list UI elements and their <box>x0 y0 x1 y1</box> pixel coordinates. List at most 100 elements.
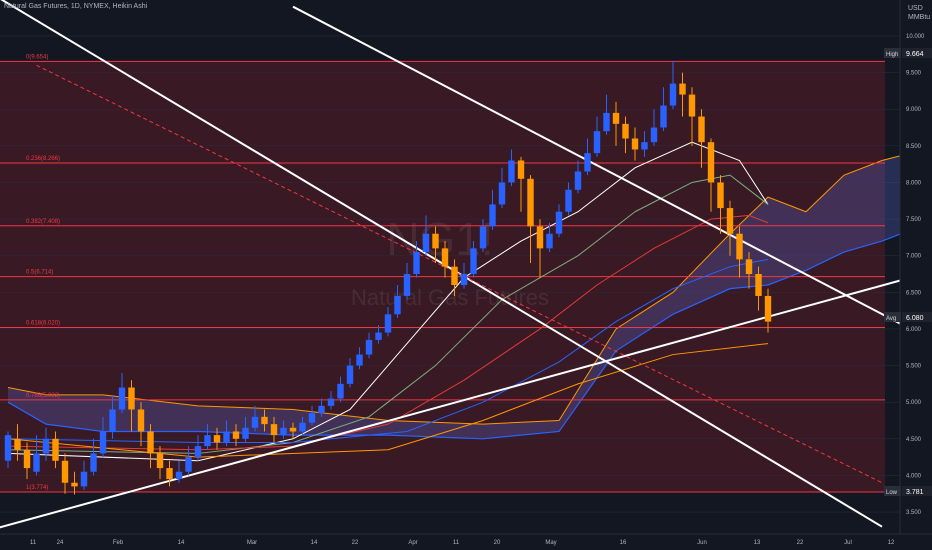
candle-body <box>242 427 249 439</box>
high-badge <box>884 48 901 58</box>
candle <box>166 460 173 487</box>
candle <box>736 226 743 278</box>
y-tick-label: 8.000 <box>906 180 922 186</box>
low-value: 3.781 <box>906 489 924 496</box>
candle-body <box>422 233 430 253</box>
candle-body <box>717 182 724 209</box>
candle <box>270 416 278 443</box>
candle <box>61 453 69 494</box>
x-tick-label: 14 <box>311 540 318 546</box>
candle <box>612 101 620 146</box>
candle-body <box>527 178 534 227</box>
candle <box>698 109 705 168</box>
candle <box>251 405 259 432</box>
candle <box>23 442 31 480</box>
y-tick-label: 7.500 <box>906 217 922 223</box>
candle-body <box>546 233 553 249</box>
candle <box>147 424 154 469</box>
candle-body <box>622 123 629 139</box>
candle <box>137 402 145 447</box>
candle-body <box>280 427 287 436</box>
candle <box>527 175 534 264</box>
cloud-upper-line <box>7 155 900 425</box>
candle-body <box>745 259 753 274</box>
high-value-badge <box>902 48 932 58</box>
candle <box>80 460 88 491</box>
candle-body <box>337 383 344 399</box>
candle-body <box>679 83 686 95</box>
candle <box>489 189 496 231</box>
candle <box>118 372 126 414</box>
trendline <box>292 5 900 325</box>
x-tick-label: 13 <box>754 540 761 546</box>
candle-body <box>631 138 639 150</box>
candle <box>4 431 12 469</box>
candle <box>498 167 506 209</box>
candle-body <box>470 248 477 274</box>
y-tick-label: 10.000 <box>906 34 925 40</box>
candle <box>565 182 572 216</box>
candle-body <box>584 153 591 172</box>
candle-body <box>299 422 306 432</box>
x-tick-label: 24 <box>57 540 64 546</box>
avg-badge-label: Avg <box>886 316 896 322</box>
candle-body <box>508 160 515 183</box>
candle-body <box>213 435 221 443</box>
ichimoku-cloud <box>8 155 900 439</box>
watermark-name: Natural Gas Futures <box>351 285 549 310</box>
candle-body <box>555 211 563 234</box>
candle <box>622 116 629 154</box>
y-tick-label: 4.000 <box>906 473 922 479</box>
candle-body <box>223 431 230 443</box>
candle <box>261 409 268 432</box>
candle <box>365 332 373 359</box>
avg-value-badge <box>902 312 932 322</box>
price-unit-measure: MMBtu <box>908 14 931 21</box>
candle-body <box>612 112 620 124</box>
candle-body <box>565 189 572 212</box>
candle-body <box>109 409 116 432</box>
candle-body <box>204 435 211 447</box>
candle <box>584 138 591 176</box>
candle-body <box>460 274 468 285</box>
x-tick-label: Apr <box>408 540 417 546</box>
low-value-badge <box>902 486 932 496</box>
candle <box>280 420 287 439</box>
x-tick-label: May <box>545 540 556 546</box>
price-unit: USD MMBtu <box>908 4 930 22</box>
candle <box>707 138 715 212</box>
x-tick-label: Jun <box>697 540 707 546</box>
candle-body <box>489 204 496 227</box>
candle-body <box>603 112 610 132</box>
candle <box>660 87 667 132</box>
fib-level-label: 0(9.654) <box>26 54 48 60</box>
candle-body <box>365 339 373 355</box>
candle <box>346 358 354 388</box>
candle-body <box>194 446 202 458</box>
x-tick-label: 11 <box>453 540 460 546</box>
candle-body <box>574 171 582 190</box>
candle <box>14 424 21 461</box>
candle-body <box>33 453 40 472</box>
candle-body <box>99 431 107 454</box>
candle <box>422 215 430 256</box>
candle <box>546 222 553 253</box>
candle-body <box>128 387 135 410</box>
candle <box>213 427 221 450</box>
candle-body <box>650 127 658 143</box>
candle-body <box>147 431 154 454</box>
candle <box>432 226 439 264</box>
time-axis-bg <box>0 534 932 550</box>
y-tick-label: 9.000 <box>906 107 922 113</box>
fib-level-label: 0.236(8.266) <box>26 156 60 162</box>
y-tick-label: 6.500 <box>906 290 922 296</box>
candle <box>375 325 382 344</box>
x-tick-label: 22 <box>352 540 359 546</box>
x-tick-label: 16 <box>620 540 627 546</box>
trendline <box>36 64 883 484</box>
x-tick-label: 11 <box>30 540 37 546</box>
candle-body <box>42 438 50 454</box>
candle <box>99 416 107 458</box>
candle <box>555 204 563 238</box>
